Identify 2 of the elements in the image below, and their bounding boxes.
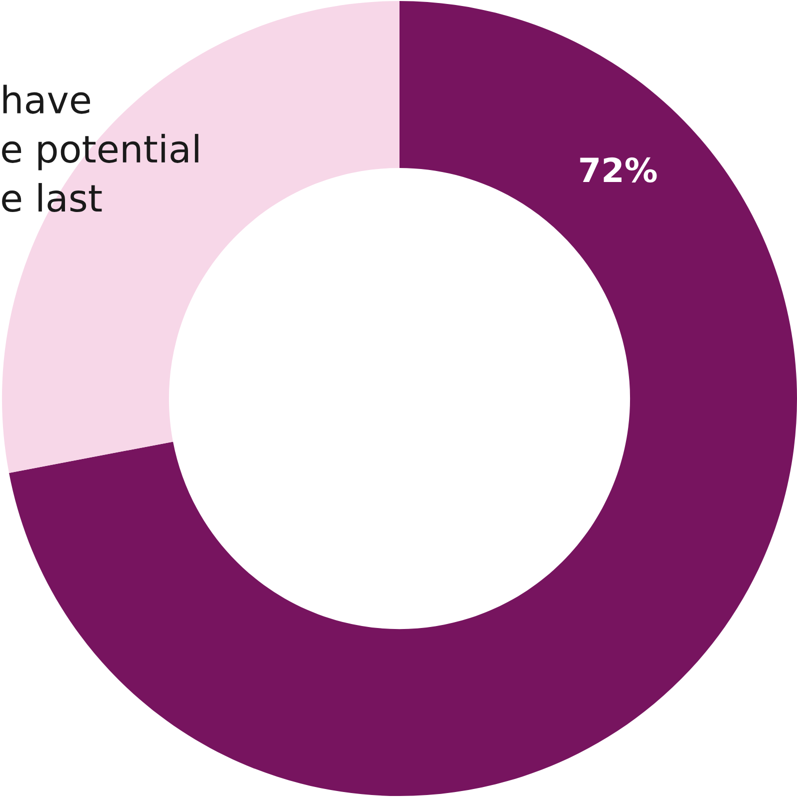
text: have e potential e last bbox=[2, 84, 198, 212]
data-label: 72% bbox=[580, 157, 657, 183]
